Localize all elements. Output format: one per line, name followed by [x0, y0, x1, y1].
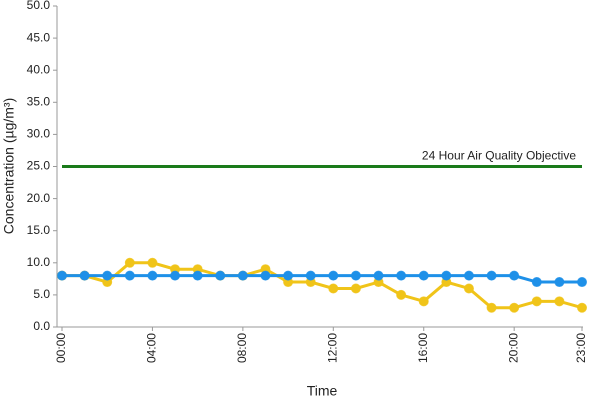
x-tick-label: 20:00 — [506, 333, 520, 363]
y-tick-label: 0.0 — [33, 319, 50, 333]
line-label: 24 Hour Air Quality Objective — [422, 149, 576, 163]
y-tick-label: 50.0 — [27, 0, 51, 12]
data-point — [577, 277, 587, 288]
y-tick-label: 20.0 — [27, 191, 51, 205]
data-point — [418, 296, 429, 307]
x-tick-label: 12:00 — [325, 333, 339, 363]
y-tick-label: 10.0 — [27, 255, 51, 269]
y-tick-label: 25.0 — [27, 159, 51, 173]
data-point — [396, 270, 407, 281]
data-point — [283, 270, 294, 281]
data-point — [554, 277, 565, 288]
data-point — [577, 302, 587, 313]
data-point — [531, 296, 542, 307]
data-point — [328, 270, 339, 281]
series-line — [62, 261, 583, 310]
data-point — [147, 257, 158, 268]
series-line — [62, 274, 582, 284]
data-point — [509, 270, 520, 281]
data-point — [463, 270, 474, 281]
data-point — [350, 270, 361, 281]
x-tick-label: 00:00 — [54, 333, 68, 363]
x-tick-label: 16:00 — [416, 333, 430, 363]
data-point — [260, 270, 271, 281]
x-tick-label: 08:00 — [235, 333, 249, 363]
y-tick-label: 5.0 — [33, 287, 50, 301]
data-point — [373, 270, 384, 281]
data-point — [441, 270, 452, 281]
x-axis-title: Time — [307, 383, 338, 399]
x-tick-label: 04:00 — [145, 333, 159, 363]
data-point — [396, 289, 407, 300]
y-tick-label: 45.0 — [27, 30, 51, 44]
data-point — [147, 270, 158, 281]
data-point — [192, 270, 203, 281]
data-point — [124, 270, 135, 281]
x-tick-label: 23:00 — [574, 333, 588, 363]
data-point — [486, 270, 497, 281]
data-point — [554, 296, 565, 307]
data-point — [124, 257, 135, 268]
data-point — [170, 270, 181, 281]
data-point — [102, 270, 113, 281]
data-point — [509, 302, 520, 313]
data-point — [79, 270, 90, 281]
data-point — [328, 283, 339, 294]
data-point — [350, 283, 361, 294]
y-axis-title: Concentration (µg/m³) — [1, 98, 17, 234]
data-point — [237, 270, 248, 281]
data-point — [486, 302, 497, 313]
data-point — [531, 277, 542, 288]
data-point — [57, 270, 67, 281]
y-tick-label: 30.0 — [27, 127, 51, 141]
y-tick-label: 40.0 — [27, 62, 51, 76]
data-point — [418, 270, 429, 281]
y-tick-label: 15.0 — [27, 223, 51, 237]
y-tick-label: 35.0 — [27, 94, 51, 108]
data-point — [463, 283, 474, 294]
data-point — [215, 270, 226, 281]
data-point — [305, 270, 316, 281]
